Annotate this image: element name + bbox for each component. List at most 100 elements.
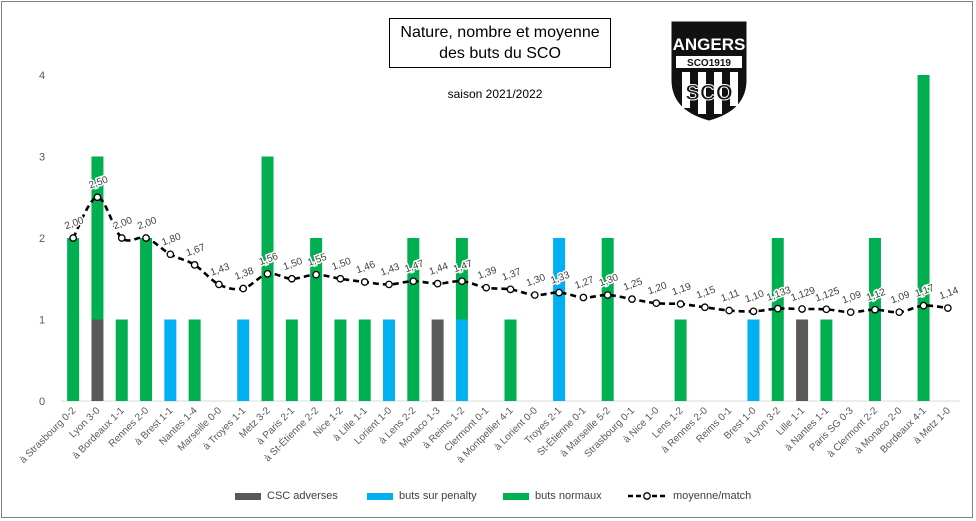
moyenne-point [312, 270, 320, 279]
moyenne-data-label: 1,27 [574, 275, 596, 292]
moyenne-point [409, 277, 418, 286]
bar-normal [771, 238, 784, 401]
bar-penalty [747, 319, 760, 401]
bar-normal [140, 238, 153, 401]
moyenne-point [555, 288, 563, 297]
moyenne-point [895, 308, 904, 317]
bar-penalty [164, 319, 177, 401]
moyenne-point [215, 280, 223, 289]
chart-title: Nature, nombre et moyenne des buts du SC… [389, 18, 611, 68]
y-tick-label: 2 [39, 233, 45, 245]
moyenne-data-label: 2,00 [112, 215, 134, 232]
moyenne-data-label: 1,09 [889, 289, 911, 306]
moyenne-data-label: 1,11 [720, 288, 742, 305]
moyenne-point [701, 303, 709, 312]
moyenne-point [142, 234, 150, 242]
moyenne-data-label: 1,39 [476, 265, 498, 282]
logo-text-top: ANGERS [673, 35, 746, 54]
moyenne-data-label: 1,50 [282, 256, 304, 273]
moyenne-data-label: 1,80 [160, 231, 182, 248]
bar-normal [67, 238, 80, 401]
moyenne-point [871, 305, 879, 314]
moyenne-point [579, 293, 588, 302]
legend-label-normal: buts normaux [535, 490, 602, 502]
bar-normal [115, 319, 128, 401]
chart-subtitle: saison 2021/2022 [447, 87, 543, 101]
moyenne-point [336, 274, 345, 283]
bar-csc [431, 319, 444, 401]
moyenne-data-label: 1,10 [744, 288, 766, 305]
moyenne-data-label: 1,43 [379, 261, 401, 278]
bar-normal [868, 238, 881, 401]
bar-penalty [237, 319, 250, 401]
moyenne-data-label: 1,46 [355, 259, 377, 276]
legend-item-penalty: buts sur penalty [367, 490, 477, 502]
moyenne-point [263, 270, 272, 278]
moyenne-data-label: 1,09 [841, 289, 863, 306]
moyenne-point [919, 301, 928, 310]
moyenne-point [652, 299, 661, 308]
moyenne-point [773, 304, 782, 313]
legend-line-moyenne [628, 492, 666, 500]
bar-normal [407, 238, 420, 401]
legend-label-penalty: buts sur penalty [399, 490, 477, 502]
moyenne-point [360, 278, 369, 286]
bar-normal [285, 319, 298, 401]
moyenne-data-label: 1,19 [671, 281, 693, 298]
moyenne-data-label: 1,67 [185, 242, 207, 259]
moyenne-point [822, 305, 831, 314]
angers-sco-logo: ANGERS SCO1919 SCO [671, 21, 747, 121]
y-tick-label: 3 [39, 152, 45, 164]
moyenne-data-label: 1,25 [622, 276, 644, 293]
legend-swatch-penalty [367, 492, 393, 500]
moyenne-point [944, 304, 952, 312]
moyenne-point [798, 305, 806, 313]
moyenne-point [287, 274, 296, 283]
moyenne-point [385, 280, 393, 289]
moyenne-point [239, 284, 248, 293]
y-tick-label: 1 [39, 315, 45, 327]
moyenne-point [433, 279, 442, 288]
bar-normal [674, 319, 687, 401]
title-line-2: des buts du SCO [439, 45, 561, 62]
moyenne-point [482, 283, 491, 292]
moyenne-data-label: 1,44 [428, 261, 450, 278]
moyenne-point [458, 277, 466, 286]
bar-normal [310, 238, 323, 401]
legend-item-moyenne: moyenne/match [627, 490, 751, 502]
moyenne-point [846, 308, 855, 317]
moyenne-data-label: 1,43 [209, 261, 231, 278]
moyenne-data-label: 1,14 [938, 285, 960, 302]
legend-item-csc: CSC adverses [235, 490, 338, 502]
logo-stripe-3 [714, 72, 722, 114]
moyenne-data-label: 1,37 [501, 266, 523, 283]
bar-normal [334, 319, 347, 401]
moyenne-point [506, 285, 515, 294]
logo-band [676, 56, 742, 68]
moyenne-data-label: 1,30 [525, 272, 547, 289]
logo-stripe-4 [730, 72, 738, 106]
moyenne-data-label: 1,20 [646, 280, 668, 297]
moyenne-point [190, 261, 199, 269]
moyenne-data-label: 1,125 [814, 285, 842, 304]
moyenne-point [117, 234, 126, 242]
bar-penalty [553, 238, 566, 401]
moyenne-point [628, 295, 636, 303]
legend-item-normal: buts normaux [503, 490, 602, 502]
y-tick-label: 0 [39, 396, 45, 408]
moyenne-point [69, 234, 77, 242]
y-tick-label: 4 [39, 70, 45, 82]
logo-stripe-1 [682, 72, 690, 108]
moyenne-point [530, 291, 539, 299]
legend-swatch-normal [503, 492, 529, 500]
moyenne-point [603, 291, 612, 299]
bar-normal [188, 319, 201, 401]
bar-normal [917, 75, 930, 401]
moyenne-data-label: 1,38 [233, 266, 255, 283]
bar-normal [601, 238, 614, 401]
moyenne-data-label: 1,15 [695, 284, 717, 301]
moyenne-data-label: 1,50 [331, 256, 353, 273]
bar-penalty [455, 319, 468, 401]
